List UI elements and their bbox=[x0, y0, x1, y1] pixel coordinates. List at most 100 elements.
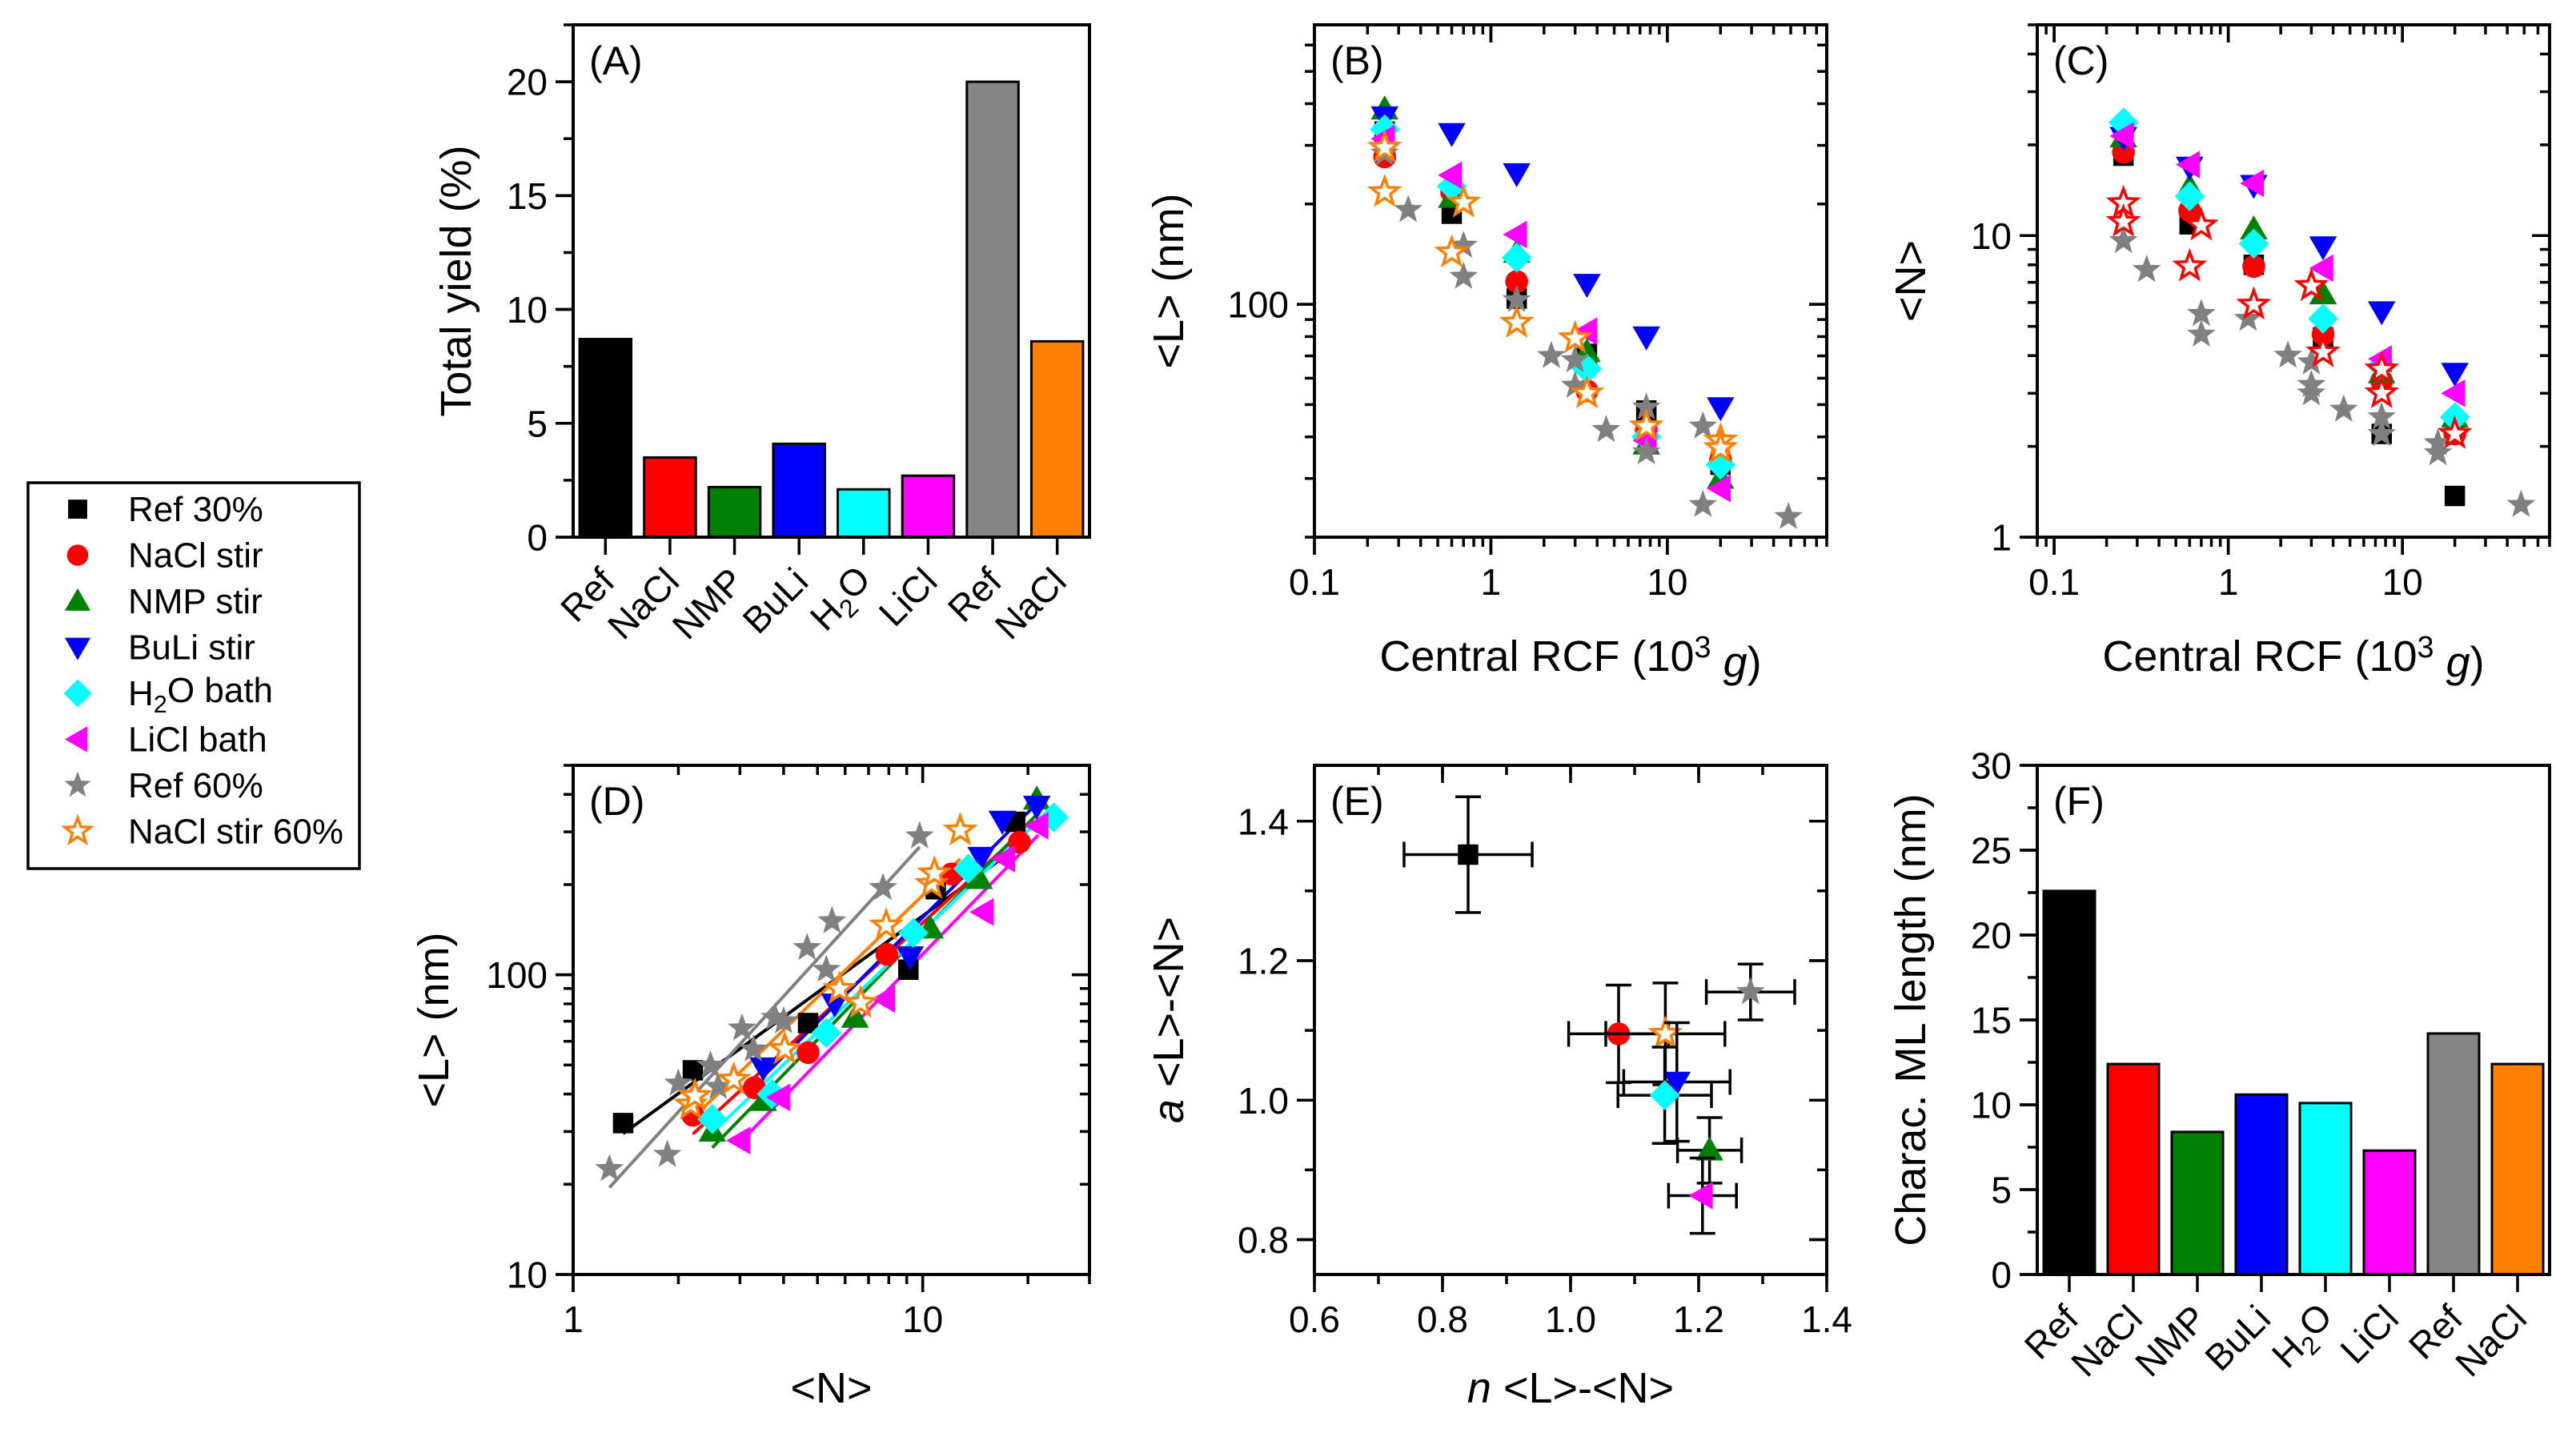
bar-ref bbox=[2042, 889, 2097, 1276]
y-axis-title: <N> bbox=[1887, 240, 1935, 322]
ref-60-point bbox=[704, 1071, 732, 1099]
nacl-stir-point bbox=[875, 942, 899, 966]
buli-stir-point bbox=[1707, 397, 1735, 422]
nmp-stir-point bbox=[2309, 280, 2337, 305]
panel-label: (F) bbox=[2053, 779, 2105, 824]
buli-stir-point bbox=[749, 1057, 777, 1082]
y-tick-label: 15 bbox=[507, 175, 548, 217]
licl-bath-point bbox=[765, 1083, 790, 1111]
x-category-label: NaCl bbox=[600, 560, 687, 647]
y-tick-label: 20 bbox=[507, 62, 548, 103]
ref-60-point bbox=[1736, 977, 1765, 1005]
series-ref-30 bbox=[1374, 121, 1731, 476]
h2o-bath-point bbox=[811, 1018, 842, 1048]
series-buli-stir bbox=[1622, 1021, 1731, 1143]
ref-60-point bbox=[1502, 285, 1531, 312]
buli-stir-point bbox=[1438, 122, 1466, 147]
y-tick-label: 100 bbox=[1227, 284, 1289, 326]
x-category-label: BuLi bbox=[2197, 1297, 2278, 1379]
series-nacl-stir bbox=[2112, 140, 2466, 446]
ref-60-point bbox=[2423, 438, 2453, 466]
buli-stir-point bbox=[1573, 274, 1601, 299]
legend-item-nmp-stir: NMP stir bbox=[64, 582, 263, 621]
bar-h2o bbox=[837, 488, 891, 539]
legend-label: NaCl stir 60% bbox=[128, 813, 343, 852]
plot-area bbox=[2042, 889, 2545, 1276]
ref-60-point bbox=[2297, 347, 2326, 375]
x-tick-label: 1.2 bbox=[1673, 1299, 1724, 1340]
ref-60-point bbox=[739, 1034, 768, 1062]
y-tick-label: 1.2 bbox=[1238, 941, 1289, 982]
legend-label: BuLi stir bbox=[128, 628, 255, 668]
nacl-stir-point bbox=[796, 1041, 820, 1065]
licl-bath-point bbox=[871, 985, 896, 1014]
ref-60-point bbox=[1631, 437, 1661, 464]
y-tick-label: 5 bbox=[527, 403, 548, 444]
panel-d: 10 100 1 10 (D) <L> (nm) <N> bbox=[410, 764, 1091, 1412]
plot-frame bbox=[572, 764, 1091, 1276]
series-nacl-stir-60 bbox=[672, 812, 978, 1120]
nacl-stir-60-point bbox=[2305, 334, 2341, 367]
nacl-stir-60-point bbox=[1499, 304, 1535, 338]
ref-60-point bbox=[2367, 419, 2397, 447]
x-tick-label: 1 bbox=[1481, 561, 1502, 603]
legend-item-nacl-stir-60: NaCl stir 60% bbox=[61, 813, 343, 852]
series-buli-stir bbox=[749, 795, 1051, 1082]
x-axis-title: n <L>-<N> bbox=[1467, 1364, 1674, 1412]
legend-label: NaCl stir bbox=[128, 536, 263, 576]
ref-60-point bbox=[1631, 392, 1661, 420]
y-tick-label: 10 bbox=[1971, 1085, 2012, 1126]
x-tick-label: 0.6 bbox=[1289, 1299, 1340, 1340]
series-nacl-stir-60 bbox=[1366, 129, 1739, 464]
panel-a: 05101520RefNaClNMPBuLiH2OLiClRefNaCl(A)T… bbox=[432, 23, 1091, 647]
buli-stir-point bbox=[2441, 363, 2469, 387]
nacl-stir-60-point bbox=[821, 970, 857, 1005]
legend-label: NMP stir bbox=[128, 582, 263, 621]
x-tick-label: 10 bbox=[1647, 561, 1687, 603]
bar-buli bbox=[772, 442, 826, 539]
buli-stir-point bbox=[896, 946, 925, 971]
nacl-stir-point bbox=[2242, 255, 2265, 279]
ref-60-point bbox=[792, 933, 822, 961]
licl-bath-point bbox=[1573, 317, 1598, 346]
y-tick-label: 5 bbox=[1991, 1170, 2012, 1211]
ref-60-point bbox=[1560, 371, 1590, 398]
y-axis-title: a <L>-<N> bbox=[1145, 917, 1193, 1123]
plot-frame bbox=[572, 23, 1091, 539]
y-tick-label: 0.8 bbox=[1238, 1219, 1289, 1261]
bar-h2o bbox=[2298, 1102, 2353, 1276]
series-ref-60 bbox=[595, 821, 934, 1182]
x-tick-label: 10 bbox=[2382, 561, 2423, 603]
panel-b: 100 0.1 1 10 (B) <L> (nm) Central RCF (103 g) bbox=[1145, 23, 1828, 686]
h2o-bath-point bbox=[1649, 1080, 1680, 1110]
licl-bath-point bbox=[1024, 812, 1049, 840]
x-category-label: LiCl bbox=[2332, 1297, 2406, 1371]
ref-60-point bbox=[1688, 411, 1718, 439]
ref-30-point bbox=[612, 1113, 634, 1134]
axis-ticks bbox=[1297, 765, 1828, 1292]
legend-label: Ref 60% bbox=[128, 766, 263, 805]
h2o-bath-point bbox=[2238, 228, 2269, 259]
plot-area bbox=[578, 80, 1085, 539]
ref-60-point bbox=[2506, 489, 2536, 517]
nacl-stir-60-point bbox=[767, 1030, 803, 1065]
y-tick-label: 30 bbox=[1971, 745, 2012, 787]
ref-60-point bbox=[1591, 415, 1621, 443]
bar-licl bbox=[2362, 1149, 2417, 1276]
nacl-stir-60-point bbox=[716, 1061, 752, 1095]
h2o-bath-point bbox=[953, 853, 984, 884]
bar-nmp bbox=[2170, 1130, 2225, 1276]
plot-frame bbox=[1313, 764, 1828, 1276]
y-axis-title: <L> (nm) bbox=[1145, 193, 1193, 368]
nacl-stir-60-point bbox=[1557, 319, 1593, 354]
ref-60-point bbox=[696, 1050, 725, 1078]
series-nacl-stir-60 bbox=[2105, 184, 2473, 449]
series-nmp-stir bbox=[1370, 95, 1735, 489]
y-tick-label: 100 bbox=[486, 954, 548, 996]
ref-60-point bbox=[2187, 319, 2216, 347]
legend-marker-point bbox=[68, 500, 87, 519]
axis-ticks bbox=[1297, 25, 1828, 555]
series-buli-stir bbox=[1370, 106, 1735, 422]
